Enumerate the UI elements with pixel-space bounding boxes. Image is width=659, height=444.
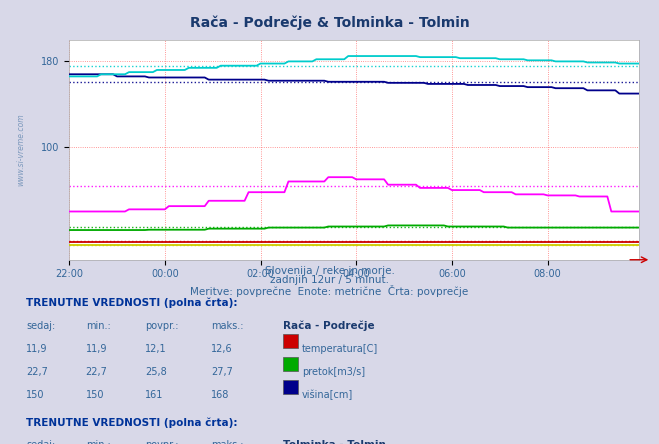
Text: zadnjih 12ur / 5 minut.: zadnjih 12ur / 5 minut.: [270, 275, 389, 285]
Text: Meritve: povprečne  Enote: metrične  Črta: povprečje: Meritve: povprečne Enote: metrične Črta:…: [190, 285, 469, 297]
Text: TRENUTNE VREDNOSTI (polna črta):: TRENUTNE VREDNOSTI (polna črta):: [26, 297, 238, 308]
Text: 25,8: 25,8: [145, 367, 167, 377]
Text: pretok[m3/s]: pretok[m3/s]: [302, 367, 365, 377]
Text: maks.:: maks.:: [211, 440, 243, 444]
Text: sedaj:: sedaj:: [26, 440, 55, 444]
Text: Rača - Podrečje: Rača - Podrečje: [283, 321, 375, 331]
Text: 161: 161: [145, 390, 163, 400]
Text: temperatura[C]: temperatura[C]: [302, 344, 378, 354]
Text: 150: 150: [86, 390, 104, 400]
Text: 150: 150: [26, 390, 45, 400]
Text: 27,7: 27,7: [211, 367, 233, 377]
Text: Rača - Podrečje & Tolminka - Tolmin: Rača - Podrečje & Tolminka - Tolmin: [190, 16, 469, 30]
Text: min.:: min.:: [86, 440, 111, 444]
Text: www.si-vreme.com: www.si-vreme.com: [16, 114, 25, 186]
Text: 12,6: 12,6: [211, 344, 233, 354]
Text: Slovenija / reke in morje.: Slovenija / reke in morje.: [264, 266, 395, 277]
Text: 11,9: 11,9: [26, 344, 48, 354]
Text: Tolminka - Tolmin: Tolminka - Tolmin: [283, 440, 386, 444]
Text: 11,9: 11,9: [86, 344, 107, 354]
Text: višina[cm]: višina[cm]: [302, 390, 353, 400]
Text: maks.:: maks.:: [211, 321, 243, 331]
Text: TRENUTNE VREDNOSTI (polna črta):: TRENUTNE VREDNOSTI (polna črta):: [26, 417, 238, 428]
Text: 22,7: 22,7: [86, 367, 107, 377]
Text: 12,1: 12,1: [145, 344, 167, 354]
Text: min.:: min.:: [86, 321, 111, 331]
Text: 168: 168: [211, 390, 229, 400]
Text: povpr.:: povpr.:: [145, 321, 179, 331]
Text: povpr.:: povpr.:: [145, 440, 179, 444]
Text: 22,7: 22,7: [26, 367, 48, 377]
Text: sedaj:: sedaj:: [26, 321, 55, 331]
